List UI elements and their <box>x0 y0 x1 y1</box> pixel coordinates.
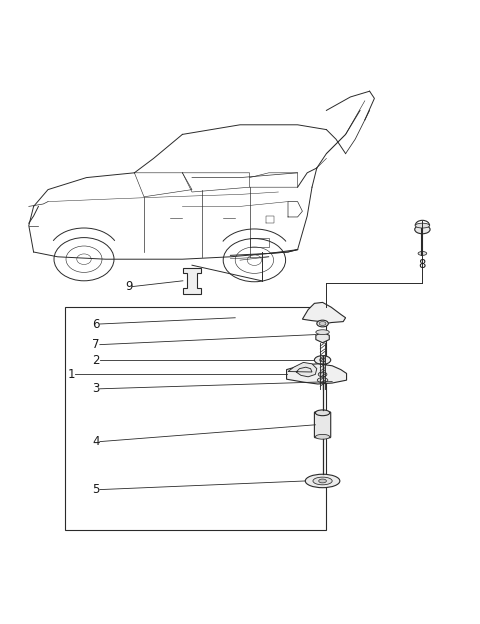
Text: 5: 5 <box>92 483 100 496</box>
Ellipse shape <box>305 474 340 488</box>
Ellipse shape <box>318 372 327 377</box>
Polygon shape <box>287 364 347 384</box>
Text: 3: 3 <box>92 383 100 395</box>
Text: 4: 4 <box>92 435 100 448</box>
Ellipse shape <box>317 320 328 327</box>
Polygon shape <box>302 303 346 324</box>
FancyBboxPatch shape <box>314 412 331 438</box>
Ellipse shape <box>415 223 430 228</box>
Ellipse shape <box>314 356 331 364</box>
Text: 8: 8 <box>419 258 426 270</box>
Polygon shape <box>316 332 329 343</box>
Ellipse shape <box>415 225 430 234</box>
Ellipse shape <box>316 329 329 334</box>
Ellipse shape <box>317 378 328 383</box>
Ellipse shape <box>319 479 326 483</box>
Text: 6: 6 <box>92 318 100 331</box>
Ellipse shape <box>418 251 427 255</box>
Ellipse shape <box>320 358 325 362</box>
Polygon shape <box>288 363 317 377</box>
Text: 9: 9 <box>125 280 132 293</box>
Ellipse shape <box>313 477 332 485</box>
Ellipse shape <box>319 321 326 326</box>
Bar <box>65 307 326 530</box>
Ellipse shape <box>315 434 330 439</box>
Polygon shape <box>183 268 201 294</box>
Text: 2: 2 <box>92 354 100 366</box>
Text: 1: 1 <box>67 368 75 381</box>
Text: 7: 7 <box>92 338 100 351</box>
Ellipse shape <box>315 410 330 416</box>
